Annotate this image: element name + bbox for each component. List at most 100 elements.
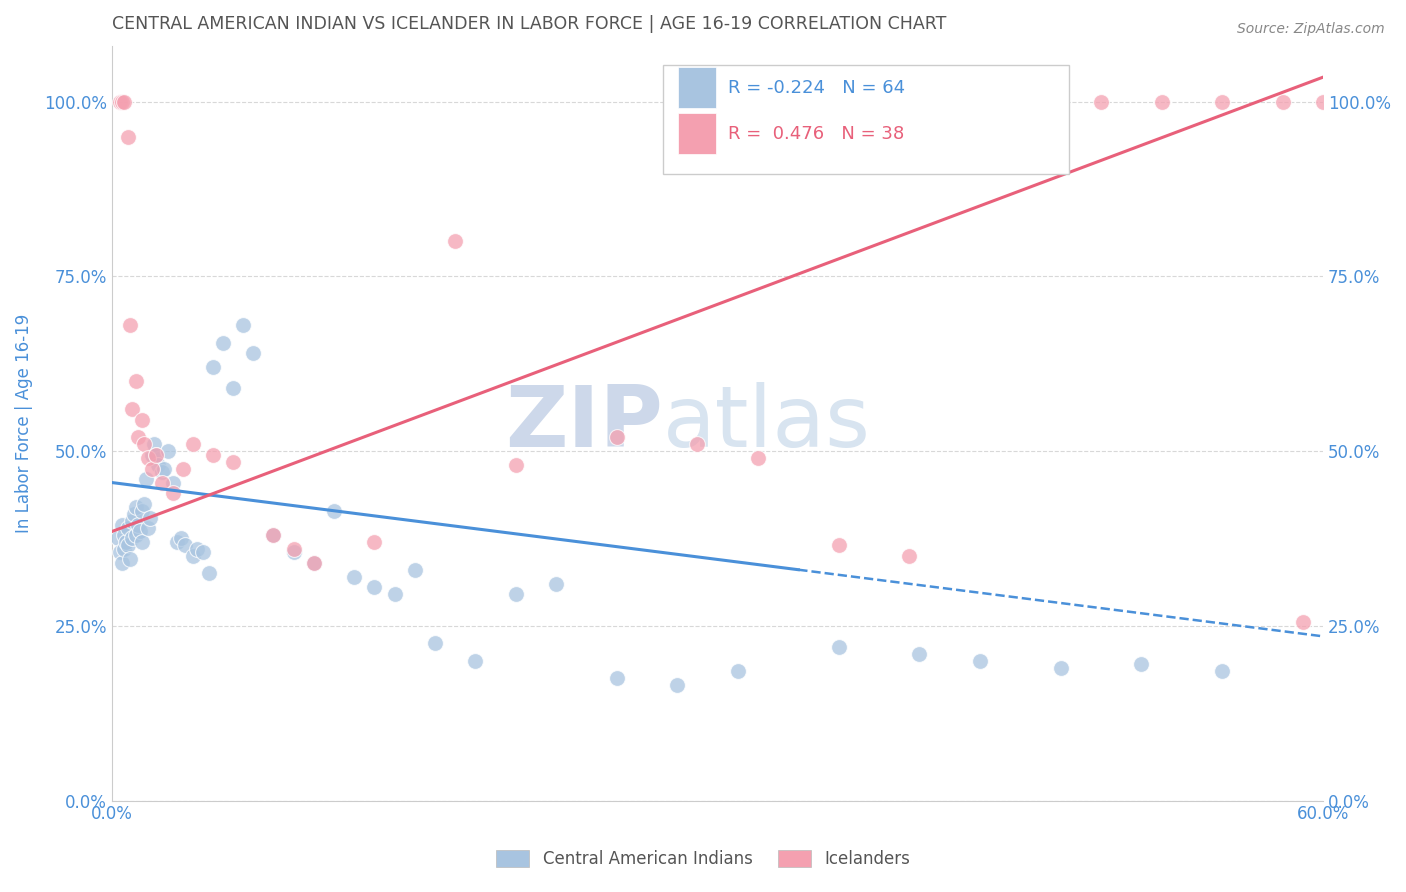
Point — [120, 318, 142, 333]
Point — [505, 458, 527, 472]
Point — [157, 444, 180, 458]
Point — [444, 235, 467, 249]
Point — [262, 528, 284, 542]
Point — [1211, 95, 1233, 109]
Point — [134, 437, 156, 451]
Point — [117, 539, 139, 553]
Point — [143, 437, 166, 451]
Point — [1010, 95, 1032, 109]
Point — [363, 535, 385, 549]
Point — [606, 430, 628, 444]
Point — [1312, 95, 1334, 109]
Point — [198, 566, 221, 581]
Point — [1292, 615, 1315, 630]
Point — [302, 556, 325, 570]
Text: atlas: atlas — [664, 382, 872, 465]
Point — [108, 545, 131, 559]
Point — [125, 500, 148, 514]
Point — [111, 556, 134, 570]
Y-axis label: In Labor Force | Age 16-19: In Labor Force | Age 16-19 — [15, 313, 32, 533]
Point — [121, 402, 143, 417]
Point — [323, 503, 346, 517]
Point — [166, 535, 188, 549]
Point — [112, 541, 135, 556]
Point — [115, 535, 138, 549]
Point — [1090, 95, 1112, 109]
Point — [134, 496, 156, 510]
FancyBboxPatch shape — [678, 67, 716, 108]
FancyBboxPatch shape — [678, 112, 716, 154]
Text: R = -0.224   N = 64: R = -0.224 N = 64 — [728, 78, 905, 96]
Point — [423, 636, 446, 650]
Point — [141, 448, 163, 462]
Point — [404, 563, 426, 577]
Text: CENTRAL AMERICAN INDIAN VS ICELANDER IN LABOR FORCE | AGE 16-19 CORRELATION CHAR: CENTRAL AMERICAN INDIAN VS ICELANDER IN … — [112, 15, 946, 33]
Point — [898, 549, 921, 563]
Point — [666, 678, 689, 692]
Point — [1211, 665, 1233, 679]
Point — [127, 430, 149, 444]
Point — [108, 95, 131, 109]
Point — [111, 95, 134, 109]
Text: Source: ZipAtlas.com: Source: ZipAtlas.com — [1237, 22, 1385, 37]
Point — [125, 374, 148, 388]
Point — [181, 437, 204, 451]
Point — [363, 581, 385, 595]
Point — [120, 552, 142, 566]
Point — [135, 472, 157, 486]
Point — [747, 451, 769, 466]
Point — [131, 412, 153, 426]
Point — [1271, 95, 1294, 109]
Point — [125, 528, 148, 542]
Legend: Central American Indians, Icelanders: Central American Indians, Icelanders — [489, 843, 917, 875]
Point — [262, 528, 284, 542]
Point — [152, 465, 174, 479]
Point — [107, 532, 129, 546]
Point — [1130, 657, 1153, 672]
Point — [169, 532, 191, 546]
Point — [343, 570, 366, 584]
Point — [121, 532, 143, 546]
Point — [112, 528, 135, 542]
Point — [117, 521, 139, 535]
Point — [173, 539, 195, 553]
Point — [139, 510, 162, 524]
Point — [222, 454, 245, 468]
Point — [145, 448, 167, 462]
Point — [162, 486, 184, 500]
Point — [153, 461, 176, 475]
Point — [145, 448, 167, 462]
Point — [232, 318, 254, 333]
Point — [127, 517, 149, 532]
Text: R =  0.476   N = 38: R = 0.476 N = 38 — [728, 125, 904, 143]
Point — [121, 514, 143, 528]
Point — [222, 381, 245, 395]
Point — [131, 503, 153, 517]
Point — [283, 545, 305, 559]
Point — [827, 539, 849, 553]
Point — [606, 671, 628, 685]
Text: ZIP: ZIP — [505, 382, 664, 465]
Point — [505, 587, 527, 601]
Point — [464, 654, 486, 668]
FancyBboxPatch shape — [664, 64, 1069, 174]
Point — [111, 517, 134, 532]
Point — [131, 535, 153, 549]
Point — [136, 451, 159, 466]
Point — [384, 587, 406, 601]
Point — [112, 95, 135, 109]
Point — [181, 549, 204, 563]
Point — [152, 475, 174, 490]
Point — [201, 360, 224, 375]
Point — [827, 640, 849, 654]
Point — [129, 524, 152, 539]
Point — [172, 461, 194, 475]
Point — [136, 521, 159, 535]
Point — [302, 556, 325, 570]
Point — [148, 458, 170, 472]
Point — [1150, 95, 1173, 109]
Point — [1049, 661, 1071, 675]
Point — [949, 95, 972, 109]
Point — [908, 647, 931, 661]
Point — [117, 129, 139, 144]
